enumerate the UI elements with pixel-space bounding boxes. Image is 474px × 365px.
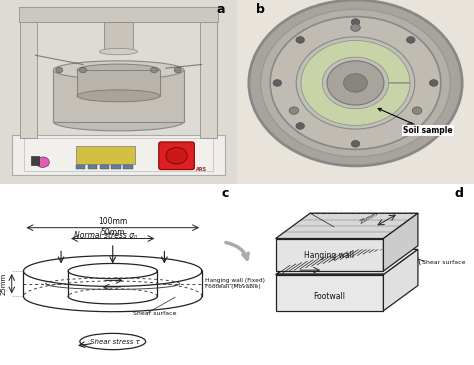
- Circle shape: [273, 80, 282, 86]
- Text: 25mm: 25mm: [0, 273, 7, 295]
- Bar: [31, 156, 39, 165]
- Bar: [100, 165, 109, 169]
- Text: 100mm: 100mm: [98, 216, 128, 226]
- Text: Normal stress σₙ: Normal stress σₙ: [74, 231, 137, 240]
- Circle shape: [351, 19, 360, 26]
- Bar: [19, 7, 218, 22]
- Text: ARS: ARS: [196, 166, 207, 172]
- Text: Hanging wall (Fixed): Hanging wall (Fixed): [206, 278, 265, 283]
- Text: b: b: [256, 3, 265, 16]
- Circle shape: [261, 9, 450, 157]
- Bar: [53, 70, 184, 122]
- Text: Hanging wall: Hanging wall: [304, 251, 355, 260]
- Polygon shape: [383, 213, 418, 271]
- Circle shape: [270, 16, 441, 149]
- Text: Shear surface: Shear surface: [422, 260, 466, 265]
- Bar: [12, 135, 225, 175]
- Ellipse shape: [53, 61, 184, 79]
- Polygon shape: [275, 249, 418, 274]
- Ellipse shape: [80, 333, 146, 350]
- Text: Footwall (Movable): Footwall (Movable): [206, 284, 261, 289]
- Circle shape: [296, 37, 415, 129]
- Circle shape: [351, 24, 360, 31]
- FancyBboxPatch shape: [159, 142, 194, 170]
- Bar: [104, 22, 133, 51]
- Ellipse shape: [53, 112, 184, 131]
- Bar: [123, 165, 133, 169]
- Bar: [88, 165, 97, 169]
- Circle shape: [407, 123, 415, 129]
- Circle shape: [80, 67, 87, 73]
- Ellipse shape: [77, 90, 160, 102]
- Bar: [201, 13, 217, 138]
- Bar: [77, 70, 160, 96]
- Text: Shear surface: Shear surface: [133, 311, 177, 316]
- Text: a: a: [216, 3, 225, 16]
- Circle shape: [296, 123, 304, 129]
- Text: 50mm: 50mm: [100, 228, 125, 237]
- Polygon shape: [275, 274, 383, 311]
- Ellipse shape: [100, 49, 137, 55]
- Polygon shape: [275, 213, 418, 239]
- Ellipse shape: [77, 64, 160, 76]
- Bar: [20, 13, 36, 138]
- Circle shape: [151, 67, 157, 73]
- Circle shape: [36, 157, 49, 168]
- Bar: [76, 146, 135, 164]
- Circle shape: [174, 67, 182, 73]
- Circle shape: [344, 74, 367, 92]
- Circle shape: [412, 107, 422, 114]
- Circle shape: [296, 36, 304, 43]
- Circle shape: [407, 36, 415, 43]
- Polygon shape: [301, 41, 410, 125]
- Bar: [76, 165, 85, 169]
- Text: Footwall: Footwall: [313, 292, 346, 301]
- Circle shape: [429, 80, 438, 86]
- Polygon shape: [383, 249, 418, 311]
- Circle shape: [351, 141, 360, 147]
- Circle shape: [289, 107, 299, 114]
- Text: Soil sample: Soil sample: [378, 108, 453, 135]
- Circle shape: [327, 61, 384, 105]
- Text: 25mm: 25mm: [358, 211, 378, 225]
- Polygon shape: [275, 239, 383, 271]
- Bar: [111, 165, 121, 169]
- Circle shape: [166, 147, 187, 164]
- Circle shape: [249, 0, 462, 166]
- Bar: [24, 138, 213, 172]
- Circle shape: [56, 67, 63, 73]
- Text: c: c: [222, 187, 229, 200]
- Text: Shear stress τ: Shear stress τ: [90, 338, 140, 345]
- Text: d: d: [455, 187, 464, 200]
